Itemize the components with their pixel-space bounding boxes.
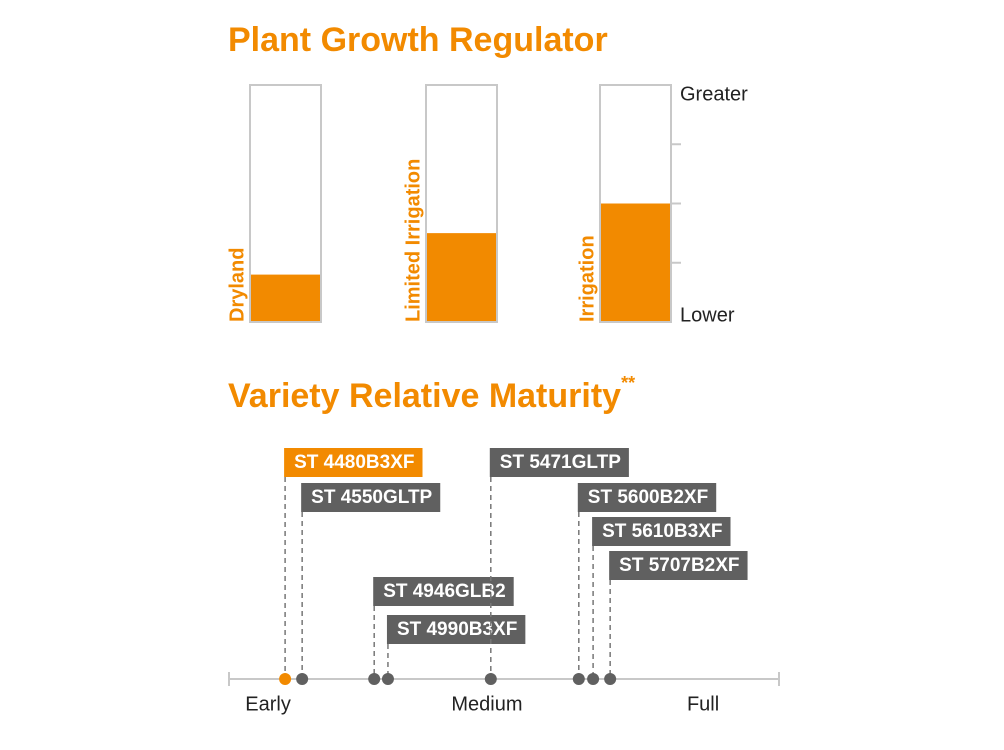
variety-label: ST 5600B2XF <box>588 487 708 508</box>
variety-point <box>279 673 292 685</box>
variety-label: ST 4990B3XF <box>397 619 517 640</box>
chart-title: Plant Growth Regulator <box>228 21 608 59</box>
variety-point <box>587 673 600 685</box>
variety-box <box>489 448 629 477</box>
bar-frame <box>249 84 322 323</box>
variety-label: ST 4480B3XF <box>294 452 414 473</box>
variety-label: ST 5471GLTP <box>500 452 621 473</box>
x-tick-label: Full <box>687 693 719 715</box>
bar <box>250 274 321 322</box>
variety-label: ST 5707B2XF <box>619 555 739 576</box>
title-mark: ** <box>621 373 635 393</box>
variety-point <box>296 673 309 685</box>
category-label: Limited Irrigation <box>402 159 424 322</box>
variety-point <box>604 673 617 685</box>
variety-point <box>368 673 381 685</box>
bar-frame <box>425 84 498 323</box>
variety-label: ST 4550GLTP <box>311 487 432 508</box>
variety-box <box>284 448 423 477</box>
axis-end-label: Greater <box>680 83 748 105</box>
title-text: Variety Relative Maturity <box>228 377 621 415</box>
bar <box>600 203 671 322</box>
variety-box <box>609 551 748 580</box>
category-label: Irrigation <box>576 235 598 322</box>
variety-label: ST 4946GLB2 <box>383 581 506 602</box>
bar <box>426 233 497 322</box>
variety-point <box>381 673 394 685</box>
axis-end-label: Lower <box>680 304 735 326</box>
variety-point <box>572 673 585 685</box>
variety-box <box>301 483 441 512</box>
variety-label: ST 5610B3XF <box>602 521 722 542</box>
x-tick-label: Early <box>245 693 291 715</box>
x-tick-label: Medium <box>451 693 522 715</box>
variety-box <box>373 577 514 606</box>
chart-title: Variety Relative Maturity** <box>228 373 635 415</box>
variety-box <box>592 517 731 546</box>
variety-box <box>577 483 717 512</box>
variety-box <box>386 615 526 644</box>
variety-point <box>484 673 497 685</box>
category-label: Dryland <box>226 248 248 322</box>
